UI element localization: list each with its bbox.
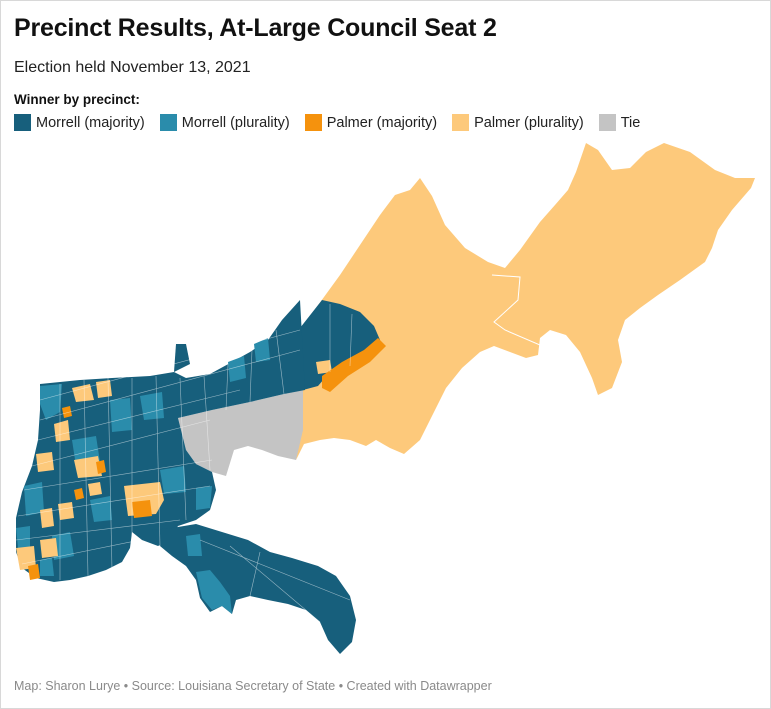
legend-swatch-tie <box>598 114 616 131</box>
legend-label: Palmer (plurality) <box>474 114 584 131</box>
legend-item-morrell-majority: Morrell (majority) <box>14 114 145 131</box>
west-bank-plurality[interactable] <box>196 570 232 614</box>
legend-swatch-morrell-majority <box>14 114 31 131</box>
legend-label: Palmer (majority) <box>326 114 438 131</box>
east-region[interactable] <box>296 143 755 460</box>
morrell-plurality-patches <box>16 338 270 576</box>
legend-swatch-morrell-plurality <box>159 114 177 131</box>
footer-credits: Map: Sharon Lurye • Source: Louisiana Se… <box>14 679 492 693</box>
legend-item-palmer-plurality: Palmer (plurality) <box>452 114 584 131</box>
legend-swatch-palmer-plurality <box>452 114 470 131</box>
lakeview-notch <box>174 344 190 372</box>
legend-label: Morrell (plurality) <box>181 114 290 131</box>
legend-swatch-palmer-majority <box>304 114 322 131</box>
legend: Morrell (majority) Morrell (plurality) P… <box>14 114 655 131</box>
legend-title: Winner by precinct: <box>14 92 140 107</box>
precinct-map <box>15 143 755 654</box>
legend-item-tie: Tie <box>598 114 641 131</box>
legend-item-palmer-majority: Palmer (majority) <box>304 114 438 131</box>
palmer-majority-patches <box>28 338 386 580</box>
legend-label: Morrell (majority) <box>36 114 145 131</box>
legend-item-morrell-plurality: Morrell (plurality) <box>159 114 290 131</box>
east-region-boundary <box>491 274 553 363</box>
chart-title: Precinct Results, At-Large Council Seat … <box>14 14 497 42</box>
chart-subtitle: Election held November 13, 2021 <box>14 59 251 76</box>
precinct-boundaries <box>15 304 353 623</box>
west-bank-region[interactable] <box>152 524 356 654</box>
legend-label: Tie <box>620 114 641 131</box>
